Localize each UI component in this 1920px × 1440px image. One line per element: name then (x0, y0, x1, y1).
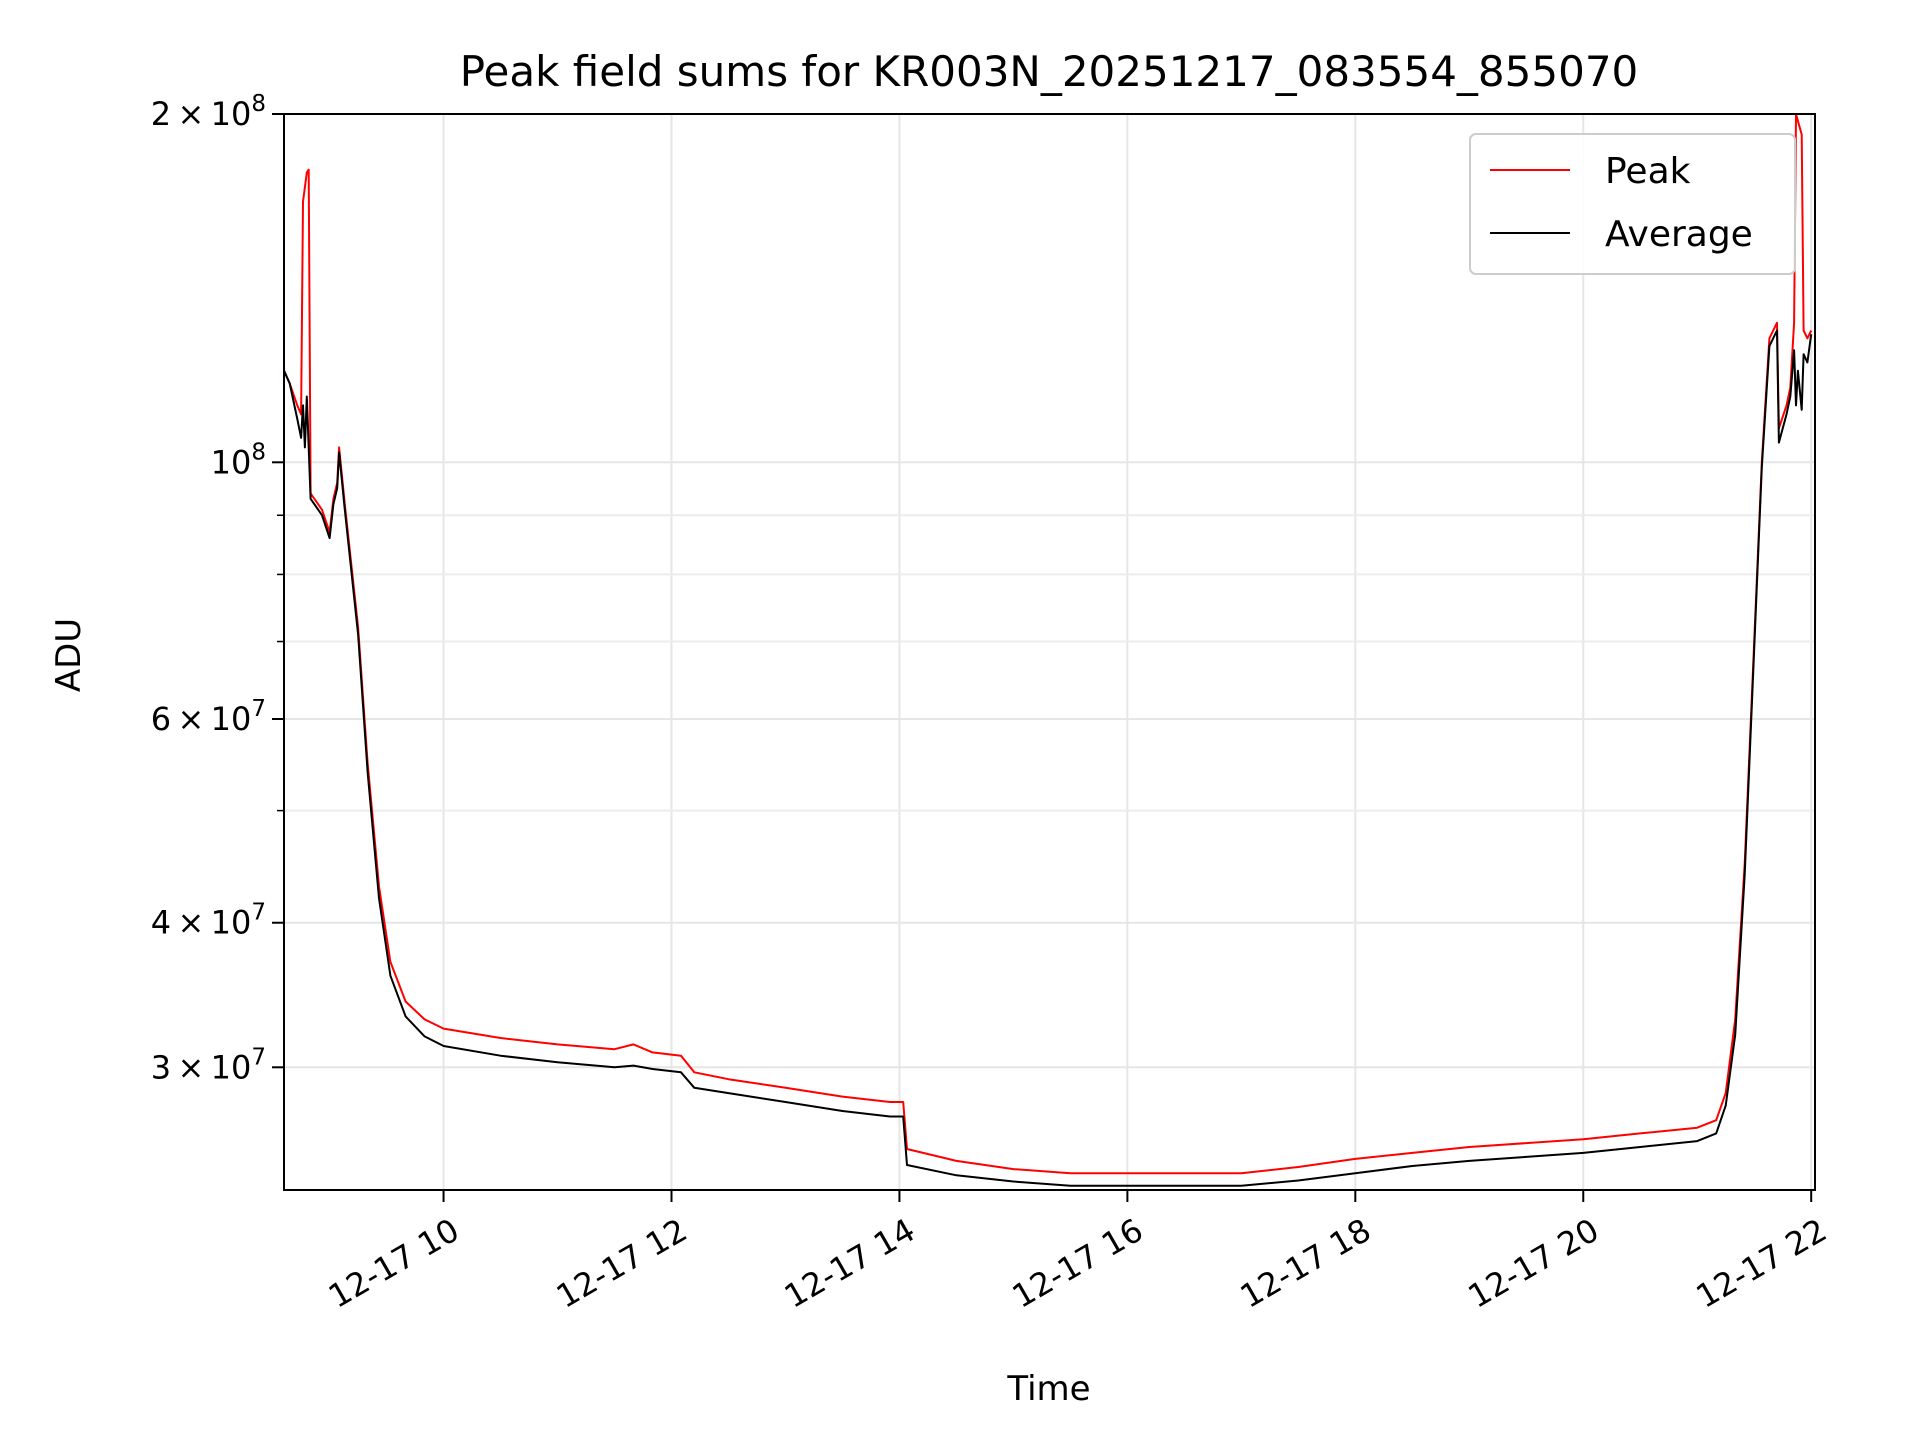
y-tick-label: 108 (211, 439, 266, 481)
x-axis-title: Time (1006, 1369, 1090, 1409)
series-group (283, 113, 1813, 1187)
series-line-average (283, 329, 1813, 1187)
y-tick-label: 6 × 107 (151, 696, 266, 738)
legend-label-peak: Peak (1605, 151, 1691, 192)
grid (284, 113, 1815, 1190)
plot-frame (283, 113, 1816, 1191)
y-tick-label: 4 × 107 (151, 900, 266, 942)
legend: Peak Average (1469, 133, 1796, 275)
y-axis-title: ADU (49, 618, 89, 692)
y-tick-label: 3 × 107 (151, 1044, 266, 1086)
y-tick-label: 2 × 108 (151, 91, 266, 133)
legend-label-average: Average (1605, 214, 1753, 255)
chart-title: Peak field sums for KR003N_20251217_0835… (460, 47, 1639, 96)
